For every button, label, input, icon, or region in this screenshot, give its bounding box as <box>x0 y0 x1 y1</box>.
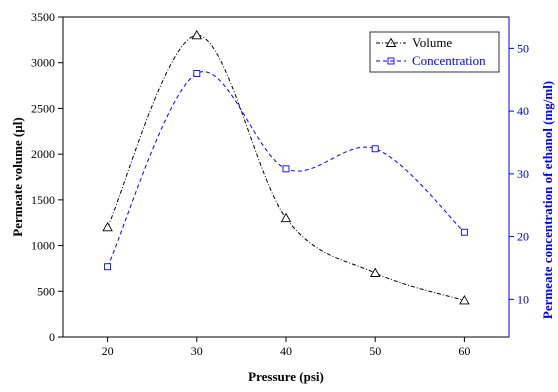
series-markers <box>102 29 470 305</box>
data-point-volume <box>459 295 470 305</box>
legend-concentration-label: Concentration <box>412 53 486 68</box>
legend-volume-marker <box>385 37 397 47</box>
y-tick-label: 3500 <box>31 10 55 24</box>
legend-volume-label: Volume <box>412 35 452 50</box>
y-tick-label: 1000 <box>31 239 55 253</box>
series-line-volume <box>107 34 465 301</box>
y2-tick-label: 20 <box>517 230 529 244</box>
y2-tick-label: 10 <box>517 292 529 306</box>
y-tick-label: 3000 <box>31 56 55 70</box>
data-point-concentration <box>104 263 112 271</box>
y2-tick-label: 30 <box>517 167 529 181</box>
legend-concentration-marker <box>387 57 395 65</box>
y-tick-label: 2500 <box>31 101 55 115</box>
x-axis-title: Pressure (psi) <box>248 369 324 384</box>
data-point-concentration <box>193 70 201 77</box>
data-point-concentration <box>371 145 379 153</box>
data-point-volume <box>369 267 381 277</box>
y-tick-label: 1500 <box>31 193 55 207</box>
y2-tick-label: 40 <box>517 104 529 118</box>
x-axis-ticks: 20 30 40 50 60 <box>102 337 470 358</box>
y-tick-label: 0 <box>49 330 55 344</box>
legend: Volume Concentration <box>369 31 500 73</box>
left-axis-title: Permeate volume (µl) <box>10 117 25 236</box>
data-point-volume <box>102 221 113 232</box>
data-point-concentration <box>282 165 290 173</box>
x-tick-label: 30 <box>191 344 203 358</box>
x-tick-label: 50 <box>369 344 381 358</box>
data-point-volume <box>191 29 203 40</box>
x-tick-label: 20 <box>102 344 114 358</box>
left-axis-ticks: 0 500 1000 1500 2000 2500 3000 3500 <box>31 10 63 344</box>
x-tick-label: 40 <box>280 344 292 358</box>
right-axis-ticks: 10 20 30 40 50 <box>509 41 529 306</box>
series-curves <box>107 34 465 301</box>
x-tick-label: 60 <box>458 344 470 358</box>
right-axis-title: Permeate concentration of ethanol (mg/ml… <box>540 81 555 319</box>
data-point-concentration <box>460 228 468 236</box>
y-tick-label: 2000 <box>31 147 55 161</box>
series-line-concentration <box>107 71 465 267</box>
data-point-volume <box>280 212 292 223</box>
y-tick-label: 500 <box>37 284 55 298</box>
y2-tick-label: 50 <box>517 41 529 55</box>
